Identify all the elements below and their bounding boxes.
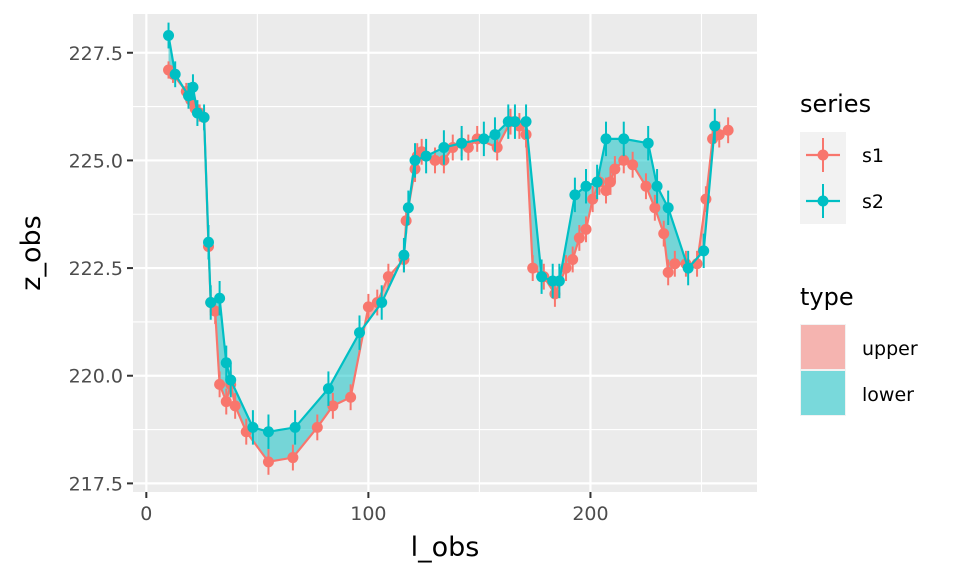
legend-title-series: series: [800, 90, 871, 118]
data-point: [669, 258, 681, 270]
data-point: [287, 452, 299, 464]
data-point: [262, 456, 274, 468]
data-point: [536, 271, 548, 283]
data-point: [662, 202, 674, 214]
x-axis-title: l_obs: [411, 532, 480, 563]
data-point: [700, 193, 712, 205]
data-point: [456, 137, 468, 149]
data-point: [376, 297, 388, 309]
data-point: [587, 193, 599, 205]
data-point: [600, 133, 612, 145]
data-point: [327, 400, 339, 412]
data-point: [713, 129, 725, 141]
y-tick-label: 220.0: [69, 366, 123, 388]
data-point: [229, 400, 241, 412]
data-point: [214, 378, 226, 390]
legend-key-fill: [801, 371, 845, 415]
data-point: [214, 292, 226, 304]
data-point: [362, 301, 374, 313]
series-s2: [163, 22, 721, 449]
y-tick-label: 227.5: [69, 43, 123, 65]
data-point: [722, 124, 734, 136]
legend-series-keys: s1 s2: [800, 132, 884, 224]
legend-label-s2: s2: [862, 191, 884, 213]
data-point: [618, 133, 630, 145]
data-point: [289, 421, 301, 433]
data-point: [345, 391, 357, 403]
x-tick-label: 100: [350, 503, 386, 525]
data-point: [580, 223, 592, 235]
legend-label-s1: s1: [862, 145, 884, 167]
data-point: [205, 297, 217, 309]
data-point: [183, 90, 195, 102]
data-point: [169, 68, 181, 80]
legend: series s1 s2 type upper lower: [800, 90, 918, 416]
data-point: [409, 154, 421, 166]
data-point: [420, 150, 432, 162]
y-tick-label: 217.5: [69, 473, 123, 495]
data-point: [509, 116, 521, 128]
data-point: [203, 236, 215, 248]
data-point: [247, 421, 259, 433]
y-tick-label: 222.5: [69, 258, 123, 280]
data-point: [658, 228, 670, 240]
y-axis-title: z_obs: [16, 215, 47, 290]
data-point: [553, 275, 565, 287]
data-point: [591, 176, 603, 188]
x-tick-label: 0: [140, 503, 152, 525]
data-point: [640, 180, 652, 192]
data-point: [520, 116, 532, 128]
data-point: [491, 141, 503, 153]
legend-label-upper: upper: [862, 338, 918, 360]
data-point: [567, 253, 579, 265]
x-tick-label: 200: [572, 503, 608, 525]
data-point: [429, 154, 441, 166]
data-point: [209, 305, 221, 317]
data-point: [398, 249, 410, 261]
data-point: [438, 141, 450, 153]
data-point: [311, 421, 323, 433]
legend-type-keys: upper lower: [800, 324, 918, 416]
minor-grid: [133, 14, 757, 492]
plot-panel: [133, 14, 757, 492]
legend-label-lower: lower: [862, 384, 914, 406]
legend-key-fill: [801, 325, 845, 369]
axes: 0 100 200 217.5 220.0 222.5 225.0 227.5: [69, 43, 609, 525]
data-point: [651, 180, 663, 192]
data-point: [662, 266, 674, 278]
data-point: [682, 262, 694, 274]
data-point: [187, 81, 199, 93]
legend-key-point: [817, 149, 829, 161]
data-point: [220, 396, 232, 408]
data-point: [609, 163, 621, 175]
data-point: [580, 180, 592, 192]
series-layer: [163, 22, 734, 475]
data-point: [322, 383, 334, 395]
data-point: [698, 245, 710, 257]
legend-key-point: [817, 195, 829, 207]
legend-title-type: type: [800, 283, 854, 311]
data-point: [618, 154, 630, 166]
data-point: [198, 111, 210, 123]
data-point: [569, 189, 581, 201]
data-point: [604, 176, 616, 188]
data-point: [600, 185, 612, 197]
data-point: [527, 262, 539, 274]
data-point: [649, 202, 661, 214]
y-tick-label: 225.0: [69, 150, 123, 172]
data-point: [709, 120, 721, 132]
data-point: [489, 129, 501, 141]
data-point: [573, 232, 585, 244]
data-point: [382, 271, 394, 283]
data-point: [262, 426, 274, 438]
data-point: [225, 374, 237, 386]
data-point: [642, 137, 654, 149]
data-point: [402, 202, 414, 214]
data-point: [220, 357, 232, 369]
data-point: [354, 327, 366, 339]
data-point: [163, 30, 175, 42]
data-point: [478, 133, 490, 145]
data-point: [627, 159, 639, 171]
